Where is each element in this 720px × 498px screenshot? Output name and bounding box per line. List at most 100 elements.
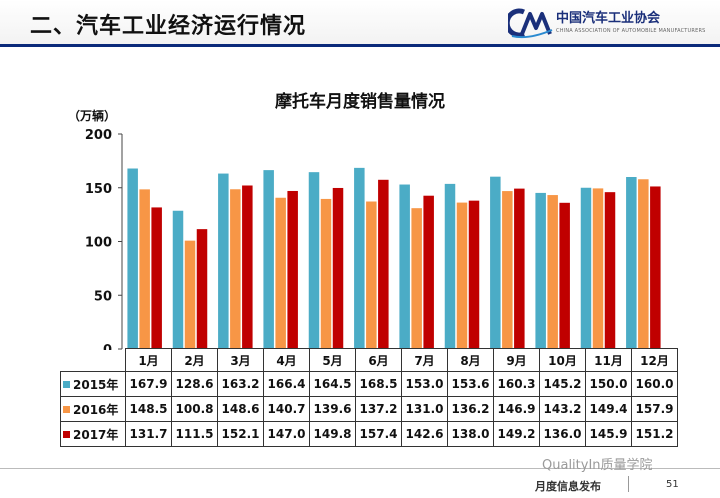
data-label: 145.2 <box>539 371 586 397</box>
data-label: 166.4 <box>263 371 310 397</box>
page-number: 51 <box>666 479 679 490</box>
data-label: 149.2 <box>493 421 540 447</box>
chart-title: 摩托车月度销售量情况 <box>275 92 445 112</box>
bar-2015年-6月 <box>354 167 365 349</box>
bar-2016年-10月 <box>547 195 558 349</box>
bar-2015年-7月 <box>399 184 410 349</box>
logo: 中国汽车工业协会 CHINA ASSOCIATION OF AUTOMOBILE… <box>504 6 708 42</box>
y-tick-label: 0 <box>103 343 112 350</box>
bar-2017年-1月 <box>151 207 162 349</box>
bar-2016年-8月 <box>456 202 468 349</box>
data-label: 148.5 <box>125 396 172 422</box>
bar-2017年-12月 <box>650 186 661 349</box>
data-label: 167.9 <box>125 371 172 397</box>
bar-2017年-9月 <box>514 188 525 349</box>
x-tick-label: 4月 <box>263 348 310 372</box>
legend-swatch <box>63 380 70 388</box>
x-tick-label: 12月 <box>631 348 678 372</box>
data-label: 143.2 <box>539 396 586 422</box>
x-tick-label: 7月 <box>401 348 448 372</box>
data-label: 168.5 <box>355 371 402 397</box>
data-label: 149.4 <box>585 396 632 422</box>
data-label: 150.0 <box>585 371 632 397</box>
bar-2015年-9月 <box>490 176 501 349</box>
category-row: 1月 2月 3月 4月 5月 6月 7月 8月 9月 10月 11月 12月 <box>61 348 678 372</box>
data-label: 147.0 <box>263 421 310 447</box>
legend-entry: 2015年 <box>60 371 126 397</box>
x-tick-label: 2月 <box>171 348 218 372</box>
bar-2016年-4月 <box>275 197 286 349</box>
footer-text: 月度信息发布 <box>535 480 601 493</box>
org-subtitle: CHINA ASSOCIATION OF AUTOMOBILE MANUFACT… <box>556 28 706 34</box>
section-title: 二、汽车工业经济运行情况 <box>30 14 307 39</box>
bar-2017年-10月 <box>559 202 570 349</box>
data-label: 152.1 <box>217 421 264 447</box>
org-name: 中国汽车工业协会 <box>556 11 661 26</box>
data-label: 149.8 <box>309 421 356 447</box>
data-label: 139.6 <box>309 396 356 422</box>
series-row: 2015年 167.9 128.6 163.2 166.4 164.5 168.5 153.0… <box>60 371 678 397</box>
data-label: 138.0 <box>447 421 494 447</box>
bar-2015年-3月 <box>218 173 229 349</box>
legend-swatch <box>63 405 70 413</box>
data-label: 131.0 <box>401 396 448 422</box>
bar-chart: 0 50 100 150 200 <box>85 128 661 350</box>
legend-entry: 2016年 <box>60 396 126 422</box>
bar-2016年-12月 <box>638 179 649 349</box>
bar-2015年-2月 <box>172 210 184 349</box>
data-label: 146.9 <box>493 396 540 422</box>
bar-2017年-7月 <box>423 195 434 349</box>
x-tick-label: 9月 <box>493 348 540 372</box>
data-label: 142.6 <box>401 421 448 447</box>
x-tick-label: 6月 <box>355 348 402 372</box>
data-label: 153.0 <box>401 371 448 397</box>
table-corner <box>61 349 126 372</box>
data-label: 128.6 <box>171 371 218 397</box>
footer-rule <box>0 468 720 469</box>
x-tick-label: 11月 <box>585 348 632 372</box>
data-label: 140.7 <box>263 396 310 422</box>
bar-2017年-3月 <box>242 185 253 349</box>
bar-2017年-6月 <box>378 179 389 349</box>
data-label: 160.3 <box>493 371 540 397</box>
header-rule <box>0 44 720 47</box>
bar-2016年-2月 <box>184 240 196 349</box>
data-label: 163.2 <box>217 371 264 397</box>
legend-entry: 2017年 <box>60 421 126 447</box>
data-label: 136.0 <box>539 421 586 447</box>
header: 二、汽车工业经济运行情况 中国汽车工业协会 CHINA ASSOCIATION … <box>0 0 720 47</box>
bar-2017年-4月 <box>287 190 298 349</box>
data-table: 1月 2月 3月 4月 5月 6月 7月 8月 9月 10月 11月 12月 2015年 167.9 128… <box>60 348 678 447</box>
legend-label: 2015年 <box>73 377 119 392</box>
data-label: 157.4 <box>355 421 402 447</box>
data-label: 157.9 <box>631 396 678 422</box>
bar-2016年-6月 <box>366 201 377 349</box>
bar-2015年-10月 <box>535 192 546 349</box>
x-tick-label: 8月 <box>447 348 494 372</box>
legend-label: 2016年 <box>73 402 119 417</box>
bar-2017年-11月 <box>604 192 616 349</box>
caam-logo-icon <box>504 8 553 39</box>
footer-separator <box>628 476 629 492</box>
bar-2016年-1月 <box>139 189 150 349</box>
data-label: 164.5 <box>309 371 356 397</box>
bar-2015年-5月 <box>308 172 320 349</box>
series-row: 2016年 148.5 100.8 148.6 140.7 139.6 137.2 131.0… <box>60 396 678 422</box>
bar-2015年-12月 <box>626 177 637 349</box>
x-tick-label: 10月 <box>539 348 586 372</box>
bar-2016年-3月 <box>230 189 241 349</box>
data-label: 145.9 <box>585 421 632 447</box>
bar-2015年-1月 <box>127 168 138 349</box>
bar-2016年-9月 <box>502 191 513 349</box>
data-label: 136.2 <box>447 396 494 422</box>
y-tick-label: 150 <box>85 182 112 197</box>
bar-2017年-5月 <box>332 187 344 349</box>
bar-2015年-11月 <box>580 187 592 349</box>
data-label: 151.2 <box>631 421 678 447</box>
bar-2016年-11月 <box>592 188 604 349</box>
data-label: 111.5 <box>171 421 218 447</box>
bar-2017年-8月 <box>468 200 480 349</box>
y-unit-label: （万辆） <box>68 109 117 123</box>
data-label: 131.7 <box>125 421 172 447</box>
bar-2015年-4月 <box>263 170 274 349</box>
